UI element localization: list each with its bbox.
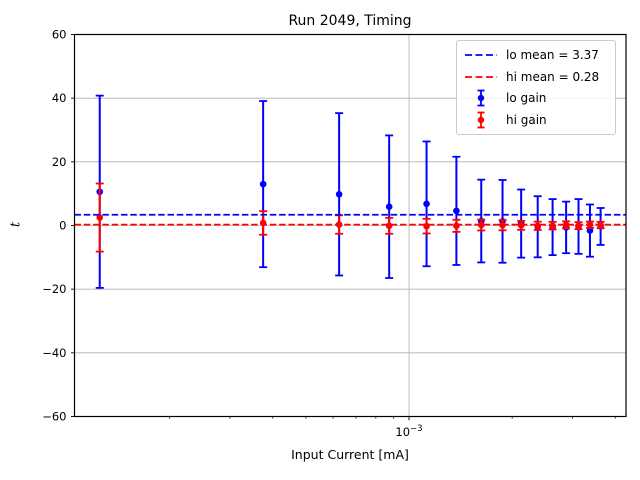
y-tick-label: 0 (59, 219, 66, 233)
legend-item-lo-mean: lo mean = 3.37 (463, 44, 609, 65)
chart-title: Run 2049, Timing (288, 13, 412, 29)
axes-frame (73, 33, 627, 418)
y-tick-label: −20 (42, 282, 66, 296)
legend-label: hi mean = 0.28 (506, 69, 600, 84)
lo-gain-point (259, 180, 267, 188)
legend-label: hi gain (506, 113, 547, 128)
errorbar-marker-swatch-icon (463, 110, 499, 130)
hi-gain-point (96, 214, 104, 221)
hi-gain-point (575, 222, 582, 229)
legend-item-lo-gain: lo gain (463, 88, 609, 109)
hi-gain-point (477, 221, 485, 229)
legend-item-hi-gain: hi gain (463, 110, 609, 131)
x-tick-exponent: −3 (410, 424, 423, 434)
y-tick-label: −40 (42, 346, 66, 360)
dashed-line-swatch-icon (463, 48, 499, 62)
y-tick-label: 40 (52, 91, 67, 105)
legend-item-hi-mean: hi mean = 0.28 (463, 66, 609, 87)
legend-label: lo gain (506, 91, 547, 106)
hi-gain-point (385, 222, 393, 230)
y-tick-labels: 60 40 20 0 −20 −40 −60 (42, 28, 66, 424)
lo-gain-point (423, 200, 430, 208)
hi-gain-point (534, 222, 542, 230)
y-tick-label: 20 (52, 155, 67, 169)
dashed-line-swatch-icon (463, 70, 499, 84)
y-axis-label: t (8, 221, 24, 228)
lo-gain-point (453, 207, 460, 215)
legend-label: lo mean = 3.37 (506, 47, 599, 62)
x-axis-label: Input Current [mA] (291, 447, 409, 462)
x-tick-label: 10−3 (395, 424, 423, 439)
lo-gain-point (385, 203, 393, 211)
lo-gain-point (335, 191, 343, 198)
hi-gain-point (549, 222, 556, 229)
y-tick-label: 60 (52, 28, 67, 42)
hi-gain-errorbars (95, 182, 605, 253)
hi-gain-point (562, 221, 570, 229)
legend: lo mean = 3.37 hi mean = 0.28 lo gain (456, 40, 616, 135)
y-tick-label: −60 (42, 410, 66, 424)
hi-gain-point (453, 222, 460, 230)
errorbar-marker-swatch-icon (463, 88, 499, 108)
lo-gain-point (586, 227, 594, 234)
